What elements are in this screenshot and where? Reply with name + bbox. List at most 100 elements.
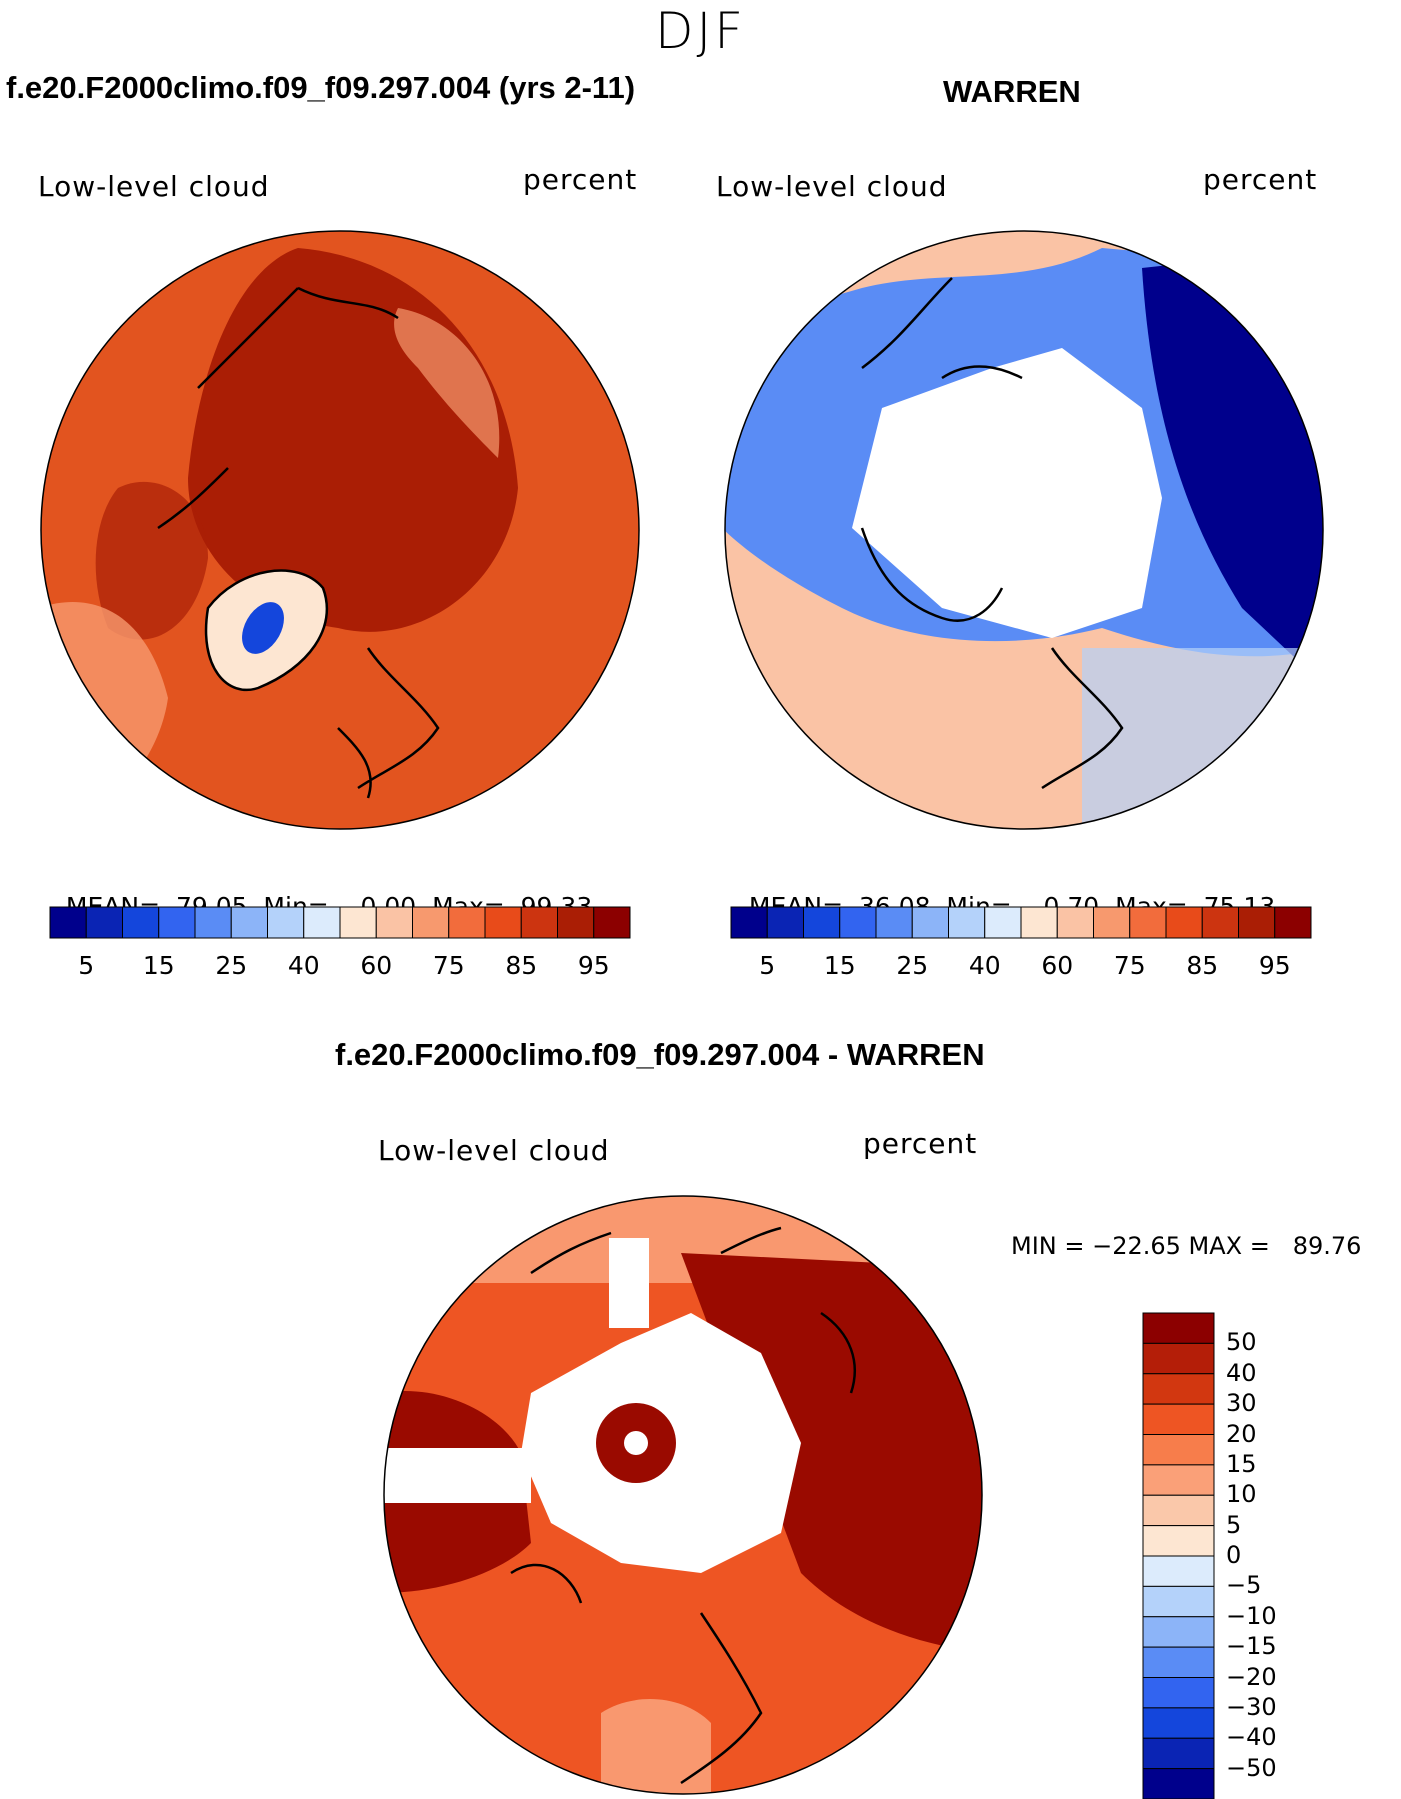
colorbar-tick-label: 85 xyxy=(1186,951,1219,980)
colorbar-tick-label: −15 xyxy=(1226,1632,1277,1661)
colorbar-swatch xyxy=(1142,1373,1215,1405)
colorbar-tick-label: 5 xyxy=(759,951,776,980)
colorbar-swatch xyxy=(122,906,160,939)
panel-obs-colorbar xyxy=(730,906,1312,939)
colorbar-tick-label: 40 xyxy=(287,951,320,980)
colorbar-swatch xyxy=(1165,906,1203,939)
colorbar-swatch xyxy=(1142,1616,1215,1648)
colorbar-swatch xyxy=(593,906,631,939)
panel-model-colorbar xyxy=(49,906,631,939)
colorbar-swatch xyxy=(1142,1737,1215,1770)
colorbar-swatch xyxy=(1142,1403,1215,1435)
colorbar-swatch xyxy=(1142,1525,1215,1557)
colorbar-tick-label: 15 xyxy=(823,951,856,980)
colorbar-tick-label: 75 xyxy=(432,951,465,980)
colorbar-tick-label: 85 xyxy=(505,951,538,980)
colorbar-swatch xyxy=(1142,1707,1215,1739)
colorbar-tick-label: 50 xyxy=(1226,1328,1257,1357)
colorbar-swatch xyxy=(1274,906,1312,939)
colorbar-swatch xyxy=(85,906,123,939)
colorbar-swatch xyxy=(1056,906,1094,939)
model-coastlines xyxy=(157,286,440,799)
colorbar-swatch xyxy=(839,906,877,939)
panel-diff-variable: Low-level cloud xyxy=(378,1134,610,1167)
colorbar-swatch xyxy=(412,906,450,939)
panel-model-variable: Low-level cloud xyxy=(38,170,270,203)
colorbar-swatch xyxy=(1142,1312,1215,1344)
colorbar-tick-label: 5 xyxy=(78,951,95,980)
obs-field-light-ne xyxy=(1082,648,1323,829)
colorbar-swatch xyxy=(1129,906,1167,939)
colorbar-tick-label: 5 xyxy=(1226,1510,1242,1539)
colorbar-swatch xyxy=(1142,1646,1215,1678)
colorbar-swatch xyxy=(230,906,268,939)
colorbar-swatch xyxy=(766,906,804,939)
colorbar-tick-label: 60 xyxy=(1041,951,1074,980)
model-field-light-europe xyxy=(394,308,500,458)
diff-field-light-south xyxy=(601,1699,711,1794)
colorbar-tick-label: 15 xyxy=(1226,1449,1257,1478)
colorbar-swatch xyxy=(984,906,1022,939)
colorbar-swatch xyxy=(875,906,913,939)
diff-field-light-north xyxy=(384,1196,982,1283)
panel-diff-colorbar xyxy=(1142,1312,1215,1799)
diff-field-missing-wedge-north xyxy=(609,1238,649,1328)
colorbar-swatch xyxy=(1201,906,1239,939)
colorbar-tick-label: −5 xyxy=(1226,1571,1262,1600)
colorbar-tick-label: −20 xyxy=(1226,1662,1277,1691)
diff-coastlines xyxy=(510,1226,856,1785)
colorbar-swatch xyxy=(1238,906,1276,939)
colorbar-swatch xyxy=(375,906,413,939)
colorbar-swatch xyxy=(484,906,522,939)
colorbar-swatch xyxy=(1142,1555,1215,1587)
panel-diff-map xyxy=(383,1195,983,1795)
colorbar-swatch xyxy=(911,906,949,939)
colorbar-swatch xyxy=(339,906,377,939)
colorbar-swatch xyxy=(1142,1585,1215,1618)
colorbar-swatch xyxy=(303,906,341,939)
panel-diff-units: percent xyxy=(863,1127,978,1160)
colorbar-tick-label: −30 xyxy=(1226,1692,1277,1721)
colorbar-tick-label: 25 xyxy=(896,951,929,980)
colorbar-swatch xyxy=(557,906,595,939)
colorbar-tick-label: 75 xyxy=(1113,951,1146,980)
colorbar-tick-label: 95 xyxy=(1258,951,1291,980)
colorbar-swatch xyxy=(158,906,196,939)
colorbar-swatch xyxy=(1020,906,1058,939)
obs-coastlines xyxy=(860,277,1124,790)
colorbar-swatch xyxy=(1142,1677,1215,1709)
panel-obs-map xyxy=(724,230,1324,830)
panel-model-units: percent xyxy=(523,163,638,196)
colorbar-tick-label: 30 xyxy=(1226,1389,1257,1418)
diff-field-missing-wedge-west xyxy=(384,1448,531,1503)
colorbar-tick-label: −40 xyxy=(1226,1723,1277,1752)
panel-obs-variable: Low-level cloud xyxy=(716,170,948,203)
season-title: DJF xyxy=(654,2,746,60)
colorbar-tick-label: 40 xyxy=(968,951,1001,980)
panel-model-title: f.e20.F2000climo.f09_f09.297.004 (yrs 2-… xyxy=(6,70,636,105)
colorbar-tick-label: −10 xyxy=(1226,1601,1277,1630)
colorbar-tick-label: 10 xyxy=(1226,1480,1257,1509)
colorbar-tick-label: 15 xyxy=(142,951,175,980)
colorbar-swatch xyxy=(803,906,841,939)
colorbar-tick-label: 60 xyxy=(360,951,393,980)
colorbar-swatch xyxy=(49,906,87,939)
model-field-greenland-center xyxy=(242,602,284,654)
colorbar-swatch xyxy=(1093,906,1131,939)
panel-diff-stats: MIN = −22.65 MAX = 89.76 xyxy=(1011,1232,1362,1260)
colorbar-tick-label: 0 xyxy=(1226,1541,1242,1569)
colorbar-swatch xyxy=(730,906,768,939)
colorbar-swatch xyxy=(1142,1464,1215,1496)
panel-model-map xyxy=(40,230,640,830)
model-field-pacific xyxy=(95,481,208,640)
colorbar-tick-label: 40 xyxy=(1226,1358,1257,1387)
colorbar-swatch xyxy=(1142,1342,1215,1375)
colorbar-swatch xyxy=(267,906,305,939)
colorbar-swatch xyxy=(520,906,558,939)
colorbar-swatch xyxy=(1142,1434,1215,1466)
obs-field-missing xyxy=(852,348,1162,638)
panel-obs-title: WARREN xyxy=(943,74,1081,109)
colorbar-tick-label: 95 xyxy=(577,951,610,980)
colorbar-swatch xyxy=(194,906,232,939)
colorbar-swatch xyxy=(1142,1494,1215,1527)
